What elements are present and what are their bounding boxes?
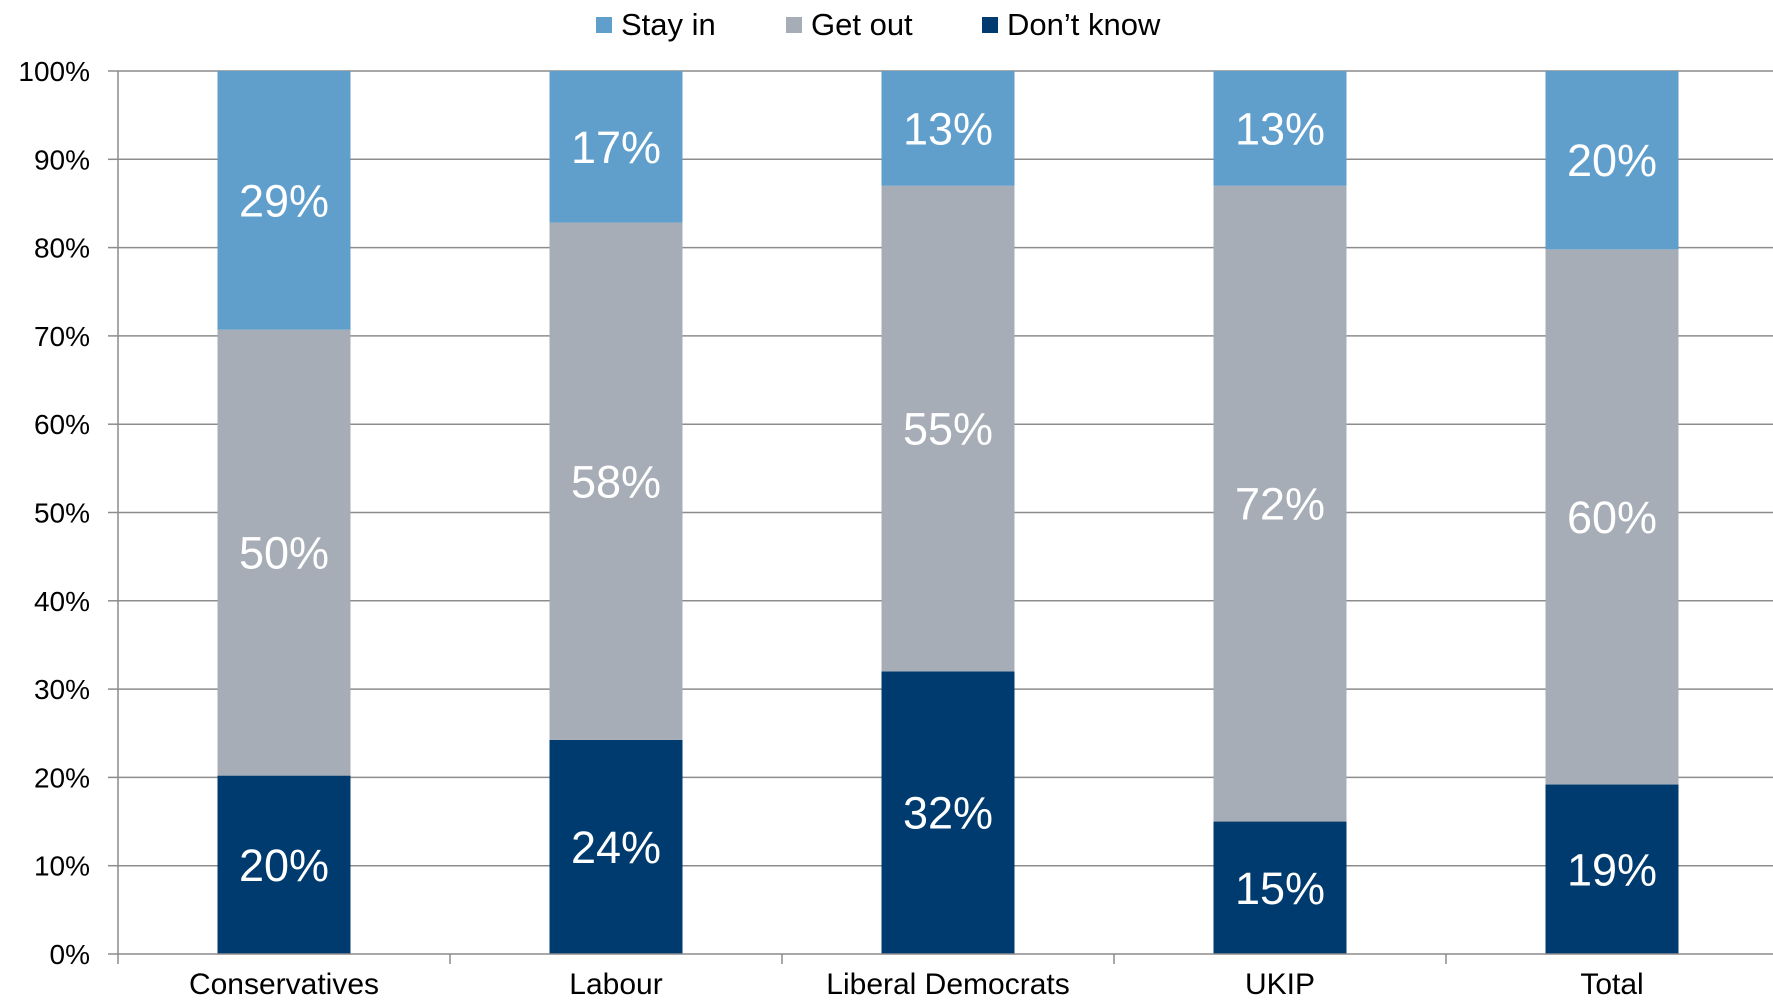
data-label-conservatives-stay-in: 29% — [239, 175, 329, 226]
bar-segment-liberal-democrats-don-t-know — [881, 671, 1015, 954]
bar-group-total: 19% 60% 20% — [1545, 71, 1679, 954]
bar-segment-conservatives-don-t-know — [217, 775, 351, 954]
data-label-total-don-t-know: 19% — [1567, 844, 1657, 895]
data-label-liberal-democrats-don-t-know: 32% — [903, 788, 993, 839]
y-tick-label: 0% — [50, 939, 90, 970]
bar-group-ukip: 15% 72% 13% — [1213, 71, 1347, 954]
data-label-liberal-democrats-stay-in: 13% — [903, 103, 993, 154]
bar-group-liberal-democrats: 32% 55% 13% — [881, 71, 1015, 954]
legend-swatch — [596, 17, 612, 33]
bar-segment-liberal-democrats-get-out — [881, 185, 1015, 672]
legend-label: Stay in — [621, 7, 716, 42]
bar-group-labour: 24% 58% 17% — [549, 71, 683, 954]
x-axis-labels: Conservatives Labour Liberal Democrats UKIP… — [189, 968, 1644, 1001]
y-tick-label: 100% — [18, 56, 90, 87]
data-label-total-stay-in: 20% — [1567, 135, 1657, 186]
data-label-conservatives-get-out: 50% — [239, 528, 329, 579]
bar-segment-labour-don-t-know — [549, 739, 683, 954]
legend-item-get-out: Get out — [786, 7, 913, 42]
bar-segment-labour-get-out — [549, 222, 683, 740]
bar-segment-ukip-get-out — [1213, 185, 1347, 822]
y-tick-label: 80% — [34, 233, 90, 264]
legend-swatch — [982, 17, 998, 33]
y-tick-label: 40% — [34, 586, 90, 617]
bar-segment-total-get-out — [1545, 249, 1679, 785]
bars: 20% 50% 29% 24% 58% 17% 32% 55% 13% 15% 72% 13% 19% 6… — [217, 71, 1679, 954]
bar-segment-ukip-stay-in — [1213, 71, 1347, 186]
legend-swatch — [786, 17, 802, 33]
x-category-label-ukip: UKIP — [1245, 968, 1315, 1001]
legend-label: Get out — [811, 7, 913, 42]
data-label-total-get-out: 60% — [1567, 492, 1657, 543]
x-category-label-liberal-democrats: Liberal Democrats — [826, 968, 1069, 1001]
legend-item-don-t-know: Don’t know — [982, 7, 1161, 42]
data-label-labour-get-out: 58% — [571, 456, 661, 507]
legend: Stay in Get out Don’t know — [596, 7, 1161, 42]
bar-segment-total-stay-in — [1545, 71, 1679, 250]
bar-segment-conservatives-stay-in — [217, 71, 351, 330]
data-label-liberal-democrats-get-out: 55% — [903, 404, 993, 455]
y-tick-label: 70% — [34, 321, 90, 352]
bar-group-conservatives: 20% 50% 29% — [217, 71, 351, 954]
bar-segment-conservatives-get-out — [217, 329, 351, 776]
y-tick-label: 50% — [34, 498, 90, 529]
data-label-ukip-don-t-know: 15% — [1235, 863, 1325, 914]
y-tick-label: 20% — [34, 762, 90, 793]
data-label-ukip-get-out: 72% — [1235, 479, 1325, 530]
y-tick-label: 60% — [34, 409, 90, 440]
data-label-labour-stay-in: 17% — [571, 122, 661, 173]
data-label-ukip-stay-in: 13% — [1235, 103, 1325, 154]
x-category-label-total: Total — [1580, 968, 1643, 1001]
y-axis-ticks: 0% 10% 20% 30% 40% 50% 60% 70% 80% 90% 100% — [18, 56, 118, 970]
x-category-label-labour: Labour — [569, 968, 662, 1001]
bar-segment-ukip-don-t-know — [1213, 821, 1347, 954]
y-tick-label: 30% — [34, 674, 90, 705]
bar-segment-total-don-t-know — [1545, 784, 1679, 954]
y-tick-label: 90% — [34, 144, 90, 175]
legend-label: Don’t know — [1007, 7, 1161, 42]
data-label-labour-don-t-know: 24% — [571, 822, 661, 873]
bar-segment-liberal-democrats-stay-in — [881, 71, 1015, 186]
bar-segment-labour-stay-in — [549, 71, 683, 223]
legend-item-stay-in: Stay in — [596, 7, 716, 42]
y-tick-label: 10% — [34, 851, 90, 882]
data-label-conservatives-don-t-know: 20% — [239, 840, 329, 891]
x-category-label-conservatives: Conservatives — [189, 968, 379, 1001]
